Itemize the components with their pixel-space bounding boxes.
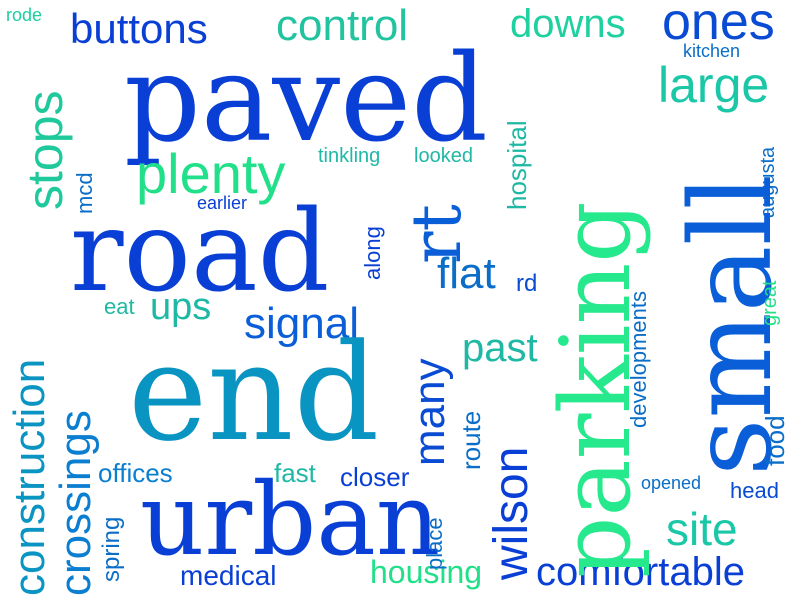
- word-site: site: [666, 503, 738, 555]
- word-past: past: [462, 326, 538, 370]
- word-housing: housing: [370, 554, 483, 590]
- word-ones: ones: [662, 0, 775, 51]
- word-many: many: [405, 358, 454, 466]
- word-rode: rode: [6, 5, 43, 25]
- word-downs: downs: [510, 2, 626, 46]
- word-route: route: [456, 410, 486, 470]
- word-medical: medical: [180, 560, 277, 591]
- word-fast: fast: [274, 458, 316, 488]
- word-great: great: [759, 280, 781, 326]
- word-paved: paved: [124, 30, 488, 169]
- word-spring: spring: [98, 516, 125, 582]
- word-opened: opened: [641, 473, 702, 493]
- word-large: large: [658, 57, 770, 113]
- word-rd: rd: [516, 270, 538, 297]
- word-ups: ups: [150, 286, 212, 328]
- word-construction: construction: [5, 358, 54, 596]
- word-stops: stops: [17, 90, 73, 210]
- word-crossings: crossings: [51, 410, 100, 596]
- word-head: head: [730, 478, 779, 503]
- word-road: road: [70, 187, 330, 317]
- word-wilson: wilson: [485, 446, 538, 580]
- word-tinkling: tinkling: [318, 145, 381, 167]
- word-hospital: hospital: [502, 120, 532, 210]
- word-developments: developments: [626, 291, 651, 428]
- word-comfortable: comfortable: [536, 550, 745, 594]
- word-signal: signal: [244, 299, 359, 348]
- word-rt: rt: [398, 204, 477, 264]
- word-buttons: buttons: [70, 5, 208, 52]
- word-plenty: plenty: [136, 142, 286, 205]
- word-place: place: [422, 517, 447, 570]
- word-control: control: [276, 1, 409, 50]
- word-looked: looked: [414, 145, 473, 167]
- word-eat: eat: [104, 294, 135, 319]
- word-end: end: [128, 315, 380, 471]
- word-kitchen: kitchen: [683, 41, 741, 61]
- word-earlier: earlier: [197, 193, 248, 213]
- word-offices: offices: [98, 458, 173, 488]
- word-mcd: mcd: [72, 172, 97, 214]
- word-flat: flat: [437, 249, 496, 298]
- word-urban: urban: [140, 461, 441, 578]
- word-along: along: [360, 226, 385, 280]
- word-food: food: [760, 415, 790, 466]
- word-closer: closer: [340, 462, 410, 492]
